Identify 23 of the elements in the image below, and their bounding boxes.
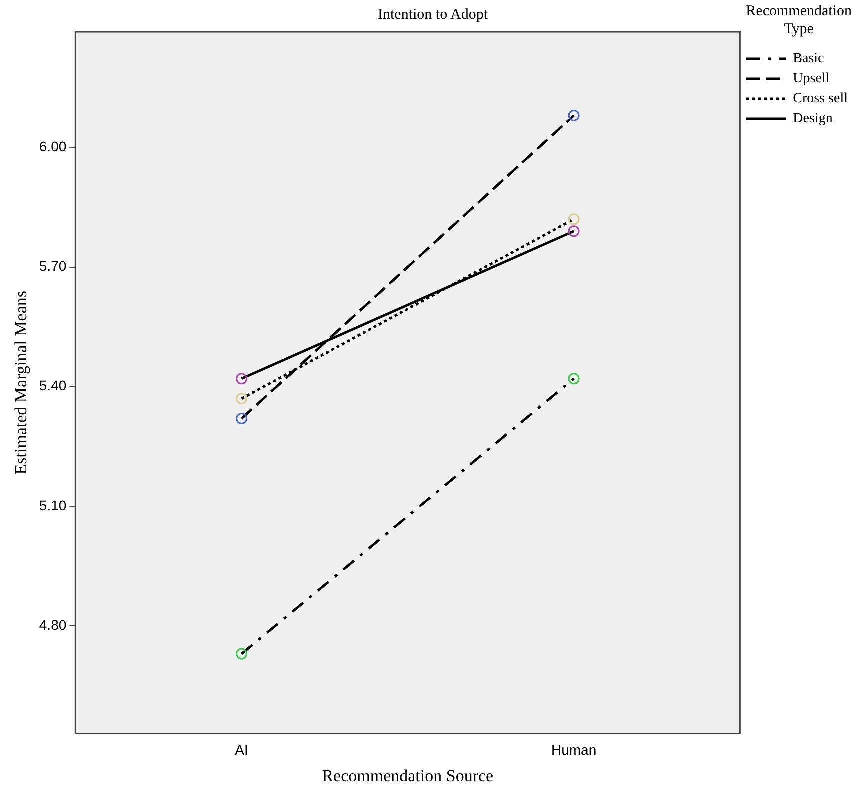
x-tick-label: Human xyxy=(551,742,597,758)
y-tick-label: 5.70 xyxy=(39,258,67,274)
point xyxy=(236,648,248,660)
x-tick-label: AI xyxy=(235,742,248,758)
legend-label: Upsell xyxy=(793,72,830,87)
legend-label: Cross sell xyxy=(793,92,848,107)
point xyxy=(236,393,248,405)
point xyxy=(568,226,580,238)
chart-title: Intention to Adopt xyxy=(378,6,489,23)
x-axis-title: Recommendation Source xyxy=(322,766,494,786)
legend-label: Design xyxy=(793,112,833,127)
legend-label: Basic xyxy=(793,52,824,67)
legend-title: Recommendation Type xyxy=(746,3,852,38)
point xyxy=(568,110,580,122)
y-axis-title: Estimated Marginal Means xyxy=(12,290,31,475)
point xyxy=(568,373,580,385)
y-tick-label: 6.00 xyxy=(39,138,67,154)
y-tick-label: 5.40 xyxy=(39,378,67,394)
y-tick-label: 4.80 xyxy=(39,616,67,633)
y-tick-label: 5.10 xyxy=(39,497,67,514)
point xyxy=(568,214,580,226)
point xyxy=(236,373,248,385)
point xyxy=(236,413,248,425)
